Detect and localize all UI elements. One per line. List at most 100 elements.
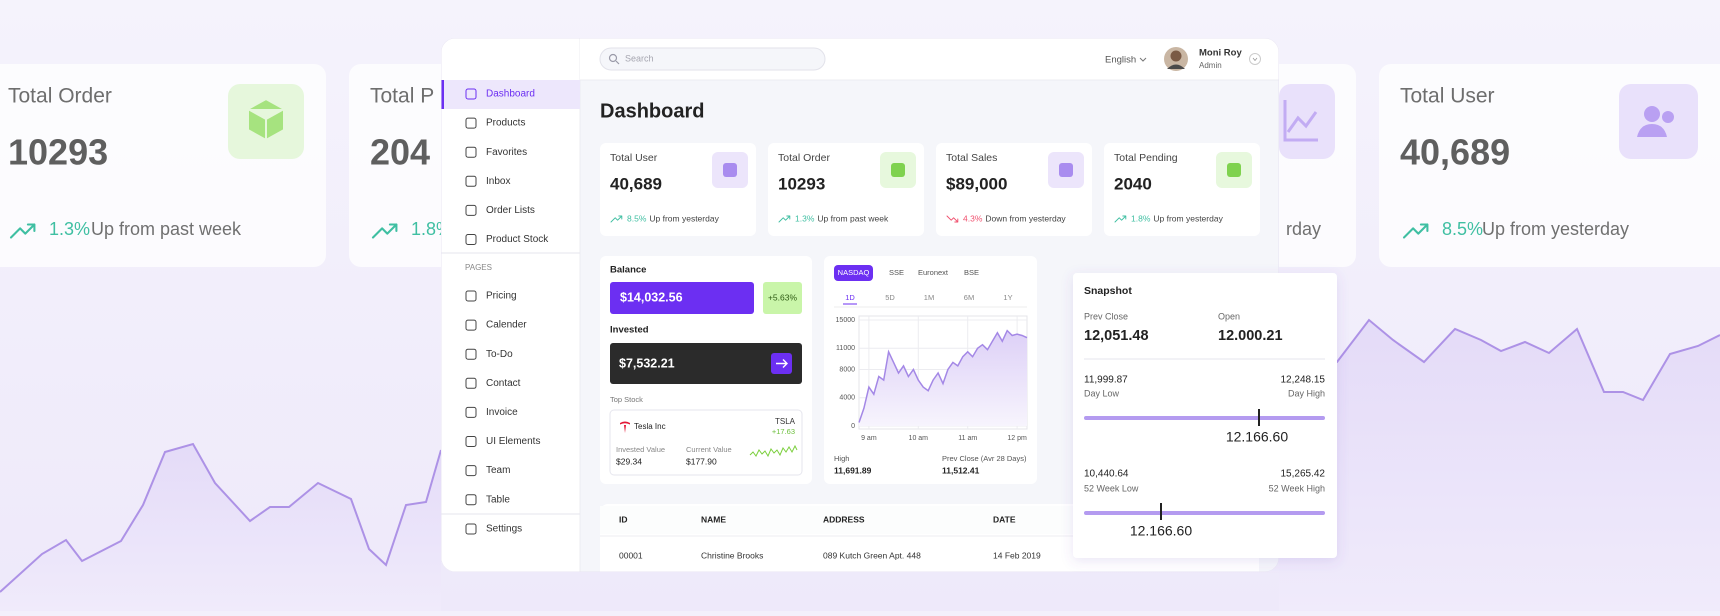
nav-icon xyxy=(465,290,477,302)
range-tab[interactable]: 5D xyxy=(885,293,895,302)
nav-item[interactable]: Dashboard xyxy=(486,89,535,100)
stat-change-text: Up from past week xyxy=(817,213,889,223)
range-tab[interactable]: 1D xyxy=(845,293,855,302)
nav-icon xyxy=(465,406,477,418)
card-value: 40,689 xyxy=(1400,132,1510,173)
market-tab[interactable]: Euronext xyxy=(918,268,949,277)
background-wave-line xyxy=(0,442,442,593)
y-tick-label: 8000 xyxy=(839,366,855,373)
nav-item[interactable]: Settings xyxy=(486,524,522,535)
search-placeholder: Search xyxy=(625,53,654,63)
card-change-text: Up from past week xyxy=(91,219,242,239)
table-cell: 089 Kutch Green Apt. 448 xyxy=(823,550,921,560)
card-title: Total P xyxy=(370,85,434,108)
card-change: 8.5% xyxy=(1442,219,1483,239)
y-tick-label: 15000 xyxy=(836,317,856,324)
balance-change: +5.63% xyxy=(768,292,798,302)
week-low: 10,440.64 xyxy=(1084,469,1129,480)
card-change: 1.3% xyxy=(49,219,90,239)
nav-item[interactable]: Favorites xyxy=(486,147,527,158)
user-name: Moni Roy xyxy=(1199,48,1242,59)
nav-icon xyxy=(465,234,477,245)
market-tab[interactable]: BSE xyxy=(964,268,979,277)
stat-title: Total Sales xyxy=(946,152,997,164)
day-high: 12,248.15 xyxy=(1281,375,1326,386)
nav-item[interactable]: Pricing xyxy=(486,291,517,302)
stat-value: 10293 xyxy=(778,174,825,193)
trend-icon xyxy=(371,223,398,239)
card-change-text: rday xyxy=(1286,219,1321,239)
profile-menu-arrow xyxy=(1252,57,1258,62)
nav-item[interactable]: Table xyxy=(486,494,510,505)
nav-icon xyxy=(465,494,477,506)
week-low-label: 52 Week Low xyxy=(1084,483,1139,493)
x-tick-label: 11 am xyxy=(958,435,977,442)
stock-current-value: $177.90 xyxy=(686,456,717,466)
nav-item[interactable]: Contact xyxy=(486,378,521,389)
nav-icon xyxy=(465,377,477,389)
nav-icon xyxy=(465,523,477,535)
nav-item[interactable]: To-Do xyxy=(486,349,513,360)
dropdown-arrow xyxy=(1139,57,1147,62)
trend-icon xyxy=(610,215,623,223)
trend-icon xyxy=(946,215,959,223)
stat-change: 8.5% xyxy=(627,213,647,223)
nav-item[interactable]: Products xyxy=(486,118,525,129)
nav-icon xyxy=(465,88,477,100)
nav-item[interactable]: Order Lists xyxy=(486,205,535,216)
nav-item[interactable]: UI Elements xyxy=(486,436,540,447)
y-tick-label: 0 xyxy=(851,423,855,430)
table-cell: Christine Brooks xyxy=(701,550,763,560)
chart-panel xyxy=(824,256,1037,484)
user-icon xyxy=(1637,124,1667,137)
card-change-text: Up from yesterday xyxy=(1482,219,1629,239)
nav-item[interactable]: Inbox xyxy=(486,176,510,187)
snapshot-bg xyxy=(1073,273,1337,558)
user-icon xyxy=(1644,106,1660,122)
sparkline xyxy=(749,444,798,458)
card-value: 10293 xyxy=(8,132,108,173)
stat-change-text: Up from yesterday xyxy=(1153,213,1223,223)
background-wave-line xyxy=(1278,318,1720,402)
table-header: ID xyxy=(619,514,628,524)
range-tab[interactable]: 6M xyxy=(964,293,974,302)
market-tab[interactable]: SSE xyxy=(889,268,904,277)
prev-close-label: Prev Close (Avr 28 Days) xyxy=(942,454,1027,463)
card-title: Total Order xyxy=(8,85,112,108)
stat-icon xyxy=(723,163,737,177)
market-tab[interactable]: NASDAQ xyxy=(838,268,870,277)
nav-icon xyxy=(465,348,477,360)
nav-item[interactable]: Calender xyxy=(486,320,527,331)
card-value: 204 xyxy=(370,132,430,173)
nav-item[interactable]: Product Stock xyxy=(486,234,549,245)
nav-item[interactable]: Team xyxy=(486,465,510,476)
x-tick-label: 12 pm xyxy=(1007,435,1027,442)
page-title: Dashboard xyxy=(600,100,704,122)
tesla-logo xyxy=(620,421,630,433)
week-high-label: 52 Week High xyxy=(1269,483,1325,493)
range-tab[interactable]: 1Y xyxy=(1003,293,1012,302)
search-box[interactable] xyxy=(599,47,826,71)
profile-menu[interactable] xyxy=(1249,53,1261,65)
open-value: 12.000.21 xyxy=(1218,328,1283,344)
arrow-icon xyxy=(776,359,788,368)
stat-change: 1.8% xyxy=(1131,213,1151,223)
trend-icon xyxy=(1114,215,1127,223)
snapshot-title: Snapshot xyxy=(1084,285,1132,297)
cube-icon xyxy=(247,97,285,142)
range-marker xyxy=(1160,503,1162,520)
range-tab[interactable]: 1M xyxy=(924,293,934,302)
invested-amount: $7,532.21 xyxy=(619,356,675,370)
balance-change-box xyxy=(763,282,802,314)
nav-icon xyxy=(465,204,477,216)
avatar-head xyxy=(1170,50,1182,62)
balance-amount: $14,032.56 xyxy=(620,290,683,304)
stat-icon xyxy=(891,163,905,177)
nav-item[interactable]: Invoice xyxy=(486,407,518,418)
tab-active xyxy=(834,265,873,281)
language-select[interactable]: English xyxy=(1105,55,1136,66)
stat-icon xyxy=(1059,163,1073,177)
range-bar xyxy=(1084,511,1325,515)
